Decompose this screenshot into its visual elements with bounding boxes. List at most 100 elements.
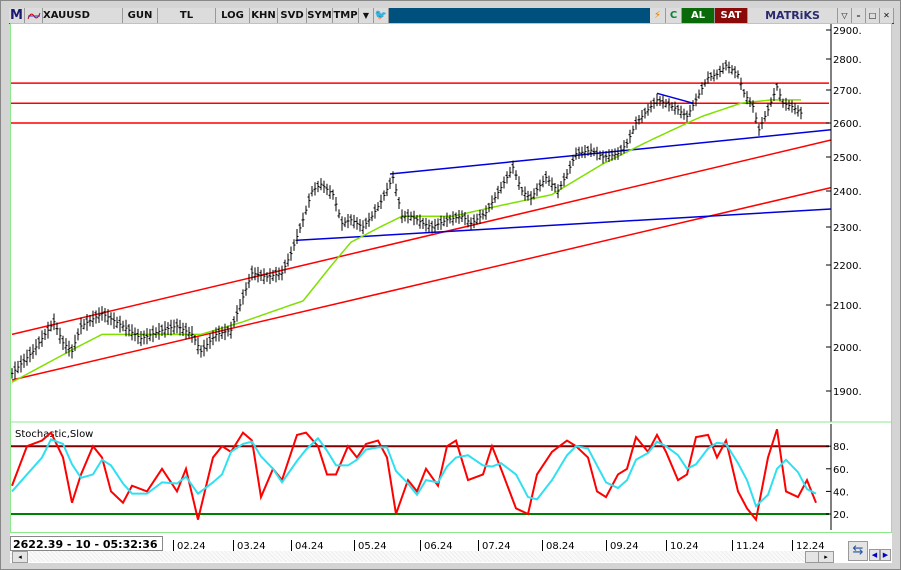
stoch-d-line <box>11 436 817 508</box>
sell-button[interactable]: SAT <box>715 8 748 23</box>
price-bar <box>367 212 371 227</box>
price-bar <box>580 146 584 158</box>
price-bar <box>634 116 638 130</box>
price-bar <box>460 210 464 222</box>
price-bar <box>379 194 383 209</box>
price-bar <box>298 223 302 234</box>
price-bar <box>658 96 662 106</box>
price-bar <box>61 335 65 350</box>
price-bar <box>223 323 227 341</box>
price-bar <box>787 100 791 111</box>
price-bar <box>502 176 506 189</box>
prev-arrow[interactable]: ◀ <box>869 549 880 561</box>
maximize-icon[interactable]: □ <box>866 8 880 23</box>
price-bar <box>766 103 770 117</box>
buy-button[interactable]: AL <box>682 8 715 23</box>
sym-button[interactable]: SYM <box>307 8 333 23</box>
price-bar <box>394 183 398 197</box>
price-chart[interactable]: 2900. 2800. 2700. 2600. 2500. 2400. 2300. 2200.… <box>10 24 891 532</box>
price-bar <box>652 97 656 109</box>
twitter-icon[interactable]: 🐦 <box>374 8 389 23</box>
price-bar <box>40 330 44 347</box>
price-bar <box>607 149 611 162</box>
symbol-field[interactable]: XAUUSD <box>43 8 123 23</box>
price-bar <box>751 100 755 113</box>
price-bar <box>127 324 131 337</box>
price-bar <box>769 97 773 107</box>
price-bar <box>730 65 734 75</box>
minimize-icon[interactable]: – <box>852 8 866 23</box>
price-bar <box>271 269 275 281</box>
price-bar <box>214 327 218 342</box>
price-bar <box>544 171 548 184</box>
price-bar <box>373 204 377 219</box>
chart-area[interactable]: 2900. 2800. 2700. 2600. 2500. 2400. 2300. 2200.… <box>10 23 892 533</box>
dropdown-icon[interactable]: ▼ <box>359 8 374 23</box>
currency-button[interactable]: TL <box>158 8 216 23</box>
price-bar <box>799 106 803 120</box>
horizontal-scrollbar[interactable]: ◂ ▸ <box>10 551 834 563</box>
price-bar <box>442 216 446 227</box>
price-bar <box>520 186 524 196</box>
price-bar <box>334 197 338 212</box>
stoch-tick-label: 80. <box>833 442 849 453</box>
price-bar <box>697 89 701 99</box>
menu-icon[interactable]: ▽ <box>838 8 852 23</box>
price-bar <box>631 125 635 134</box>
price-bar <box>268 268 272 285</box>
period-button[interactable]: GUN <box>123 8 158 23</box>
refresh-icon[interactable]: C <box>666 8 682 23</box>
price-bar <box>664 98 668 108</box>
price-bar <box>598 150 602 160</box>
price-bar <box>283 259 287 274</box>
channel-line <box>11 186 832 381</box>
tmp-button[interactable]: TMP <box>333 8 359 23</box>
scroll-left-button[interactable]: ◂ <box>12 551 28 563</box>
price-bar <box>532 188 536 200</box>
price-bar <box>475 213 479 225</box>
price-bar <box>577 146 581 160</box>
close-icon[interactable]: ✕ <box>880 8 894 23</box>
price-bar <box>46 321 50 339</box>
price-bar <box>118 315 122 333</box>
price-bar <box>316 180 320 193</box>
price-bar <box>622 140 626 154</box>
date-label: 04.24 <box>291 540 324 552</box>
chart-type-icon[interactable] <box>25 8 43 23</box>
price-bar <box>709 72 713 81</box>
next-arrow[interactable]: ▶ <box>880 549 891 561</box>
price-bar <box>337 209 341 219</box>
log-button[interactable]: LOG <box>216 8 250 23</box>
khn-button[interactable]: KHN <box>250 8 278 23</box>
price-bar <box>772 87 776 101</box>
price-bar <box>244 282 248 296</box>
price-bar <box>775 83 779 91</box>
price-bar <box>655 93 659 107</box>
price-bar <box>640 110 644 123</box>
lightning-icon[interactable]: ⚡ <box>650 8 666 23</box>
stoch-tick-label: 20. <box>833 510 849 521</box>
price-bar <box>106 309 110 325</box>
price-bar <box>493 192 497 203</box>
price-bar <box>199 345 203 358</box>
price-bar <box>151 325 155 343</box>
price-bar <box>115 316 119 329</box>
price-bar <box>346 213 350 229</box>
channel-line <box>11 139 832 336</box>
scroll-right-button[interactable]: ▸ <box>818 551 834 563</box>
price-tick-label: 2900. <box>833 26 862 37</box>
price-bar <box>190 326 194 343</box>
price-bar <box>484 205 488 220</box>
price-bar <box>688 104 692 117</box>
price-bar <box>235 305 239 322</box>
price-bar <box>637 114 641 125</box>
price-bar <box>421 217 425 230</box>
price-bar <box>355 217 359 230</box>
svd-button[interactable]: SVD <box>278 8 307 23</box>
scroll-thumb[interactable] <box>805 551 819 563</box>
price-bar <box>604 151 608 162</box>
price-bar <box>274 266 278 283</box>
sync-icon[interactable]: ⇆ <box>848 541 868 561</box>
price-bar <box>79 317 83 335</box>
